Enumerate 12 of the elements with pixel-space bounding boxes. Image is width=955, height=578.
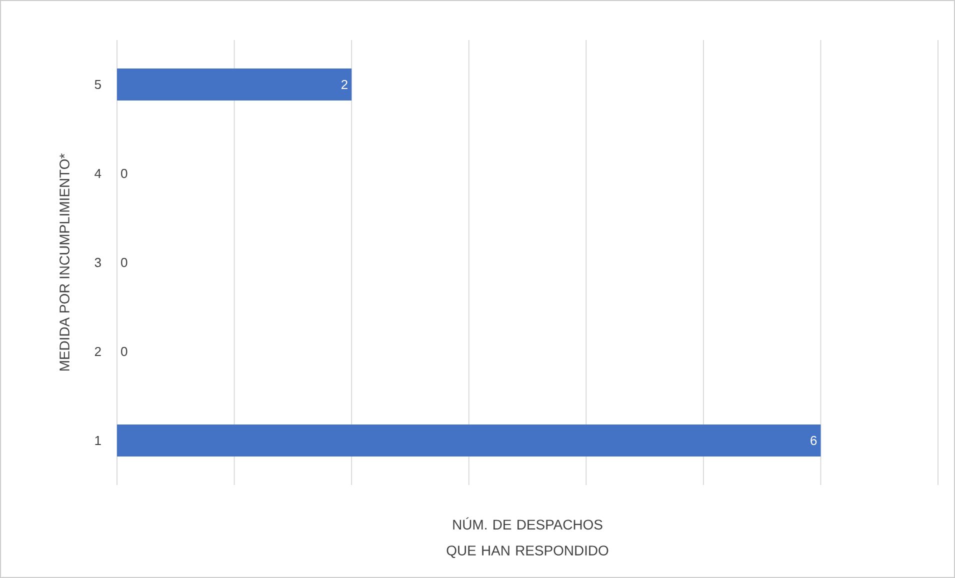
y-tick-label: 3 [94,258,101,268]
y-tick-label: 2 [94,346,101,356]
y-tick-label: 1 [95,436,101,445]
data-label: 0 [121,168,128,178]
x-axis-title: NÚM. DE DESPACHOS QUE HAN RESPONDIDO [446,517,608,558]
data-label: 2 [342,80,348,90]
data-label: 0 [121,346,128,356]
y-tick-label: 4 [94,169,102,178]
data-label: 0 [121,258,128,268]
data-label: 6 [810,436,817,446]
y-tick-label: 5 [94,80,101,90]
y-axis-title: MEDIDA POR INCUMPLIMIENTO* [60,154,70,370]
